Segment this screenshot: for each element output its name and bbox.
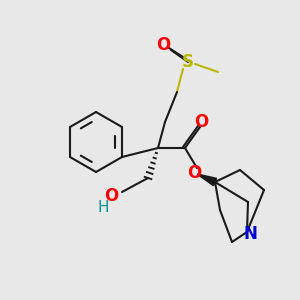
Polygon shape	[197, 174, 217, 186]
Text: S: S	[182, 53, 194, 71]
Text: O: O	[104, 187, 118, 205]
Text: O: O	[187, 164, 201, 182]
Text: N: N	[243, 225, 257, 243]
Text: O: O	[194, 113, 208, 131]
Text: H: H	[97, 200, 109, 215]
Text: O: O	[156, 36, 170, 54]
